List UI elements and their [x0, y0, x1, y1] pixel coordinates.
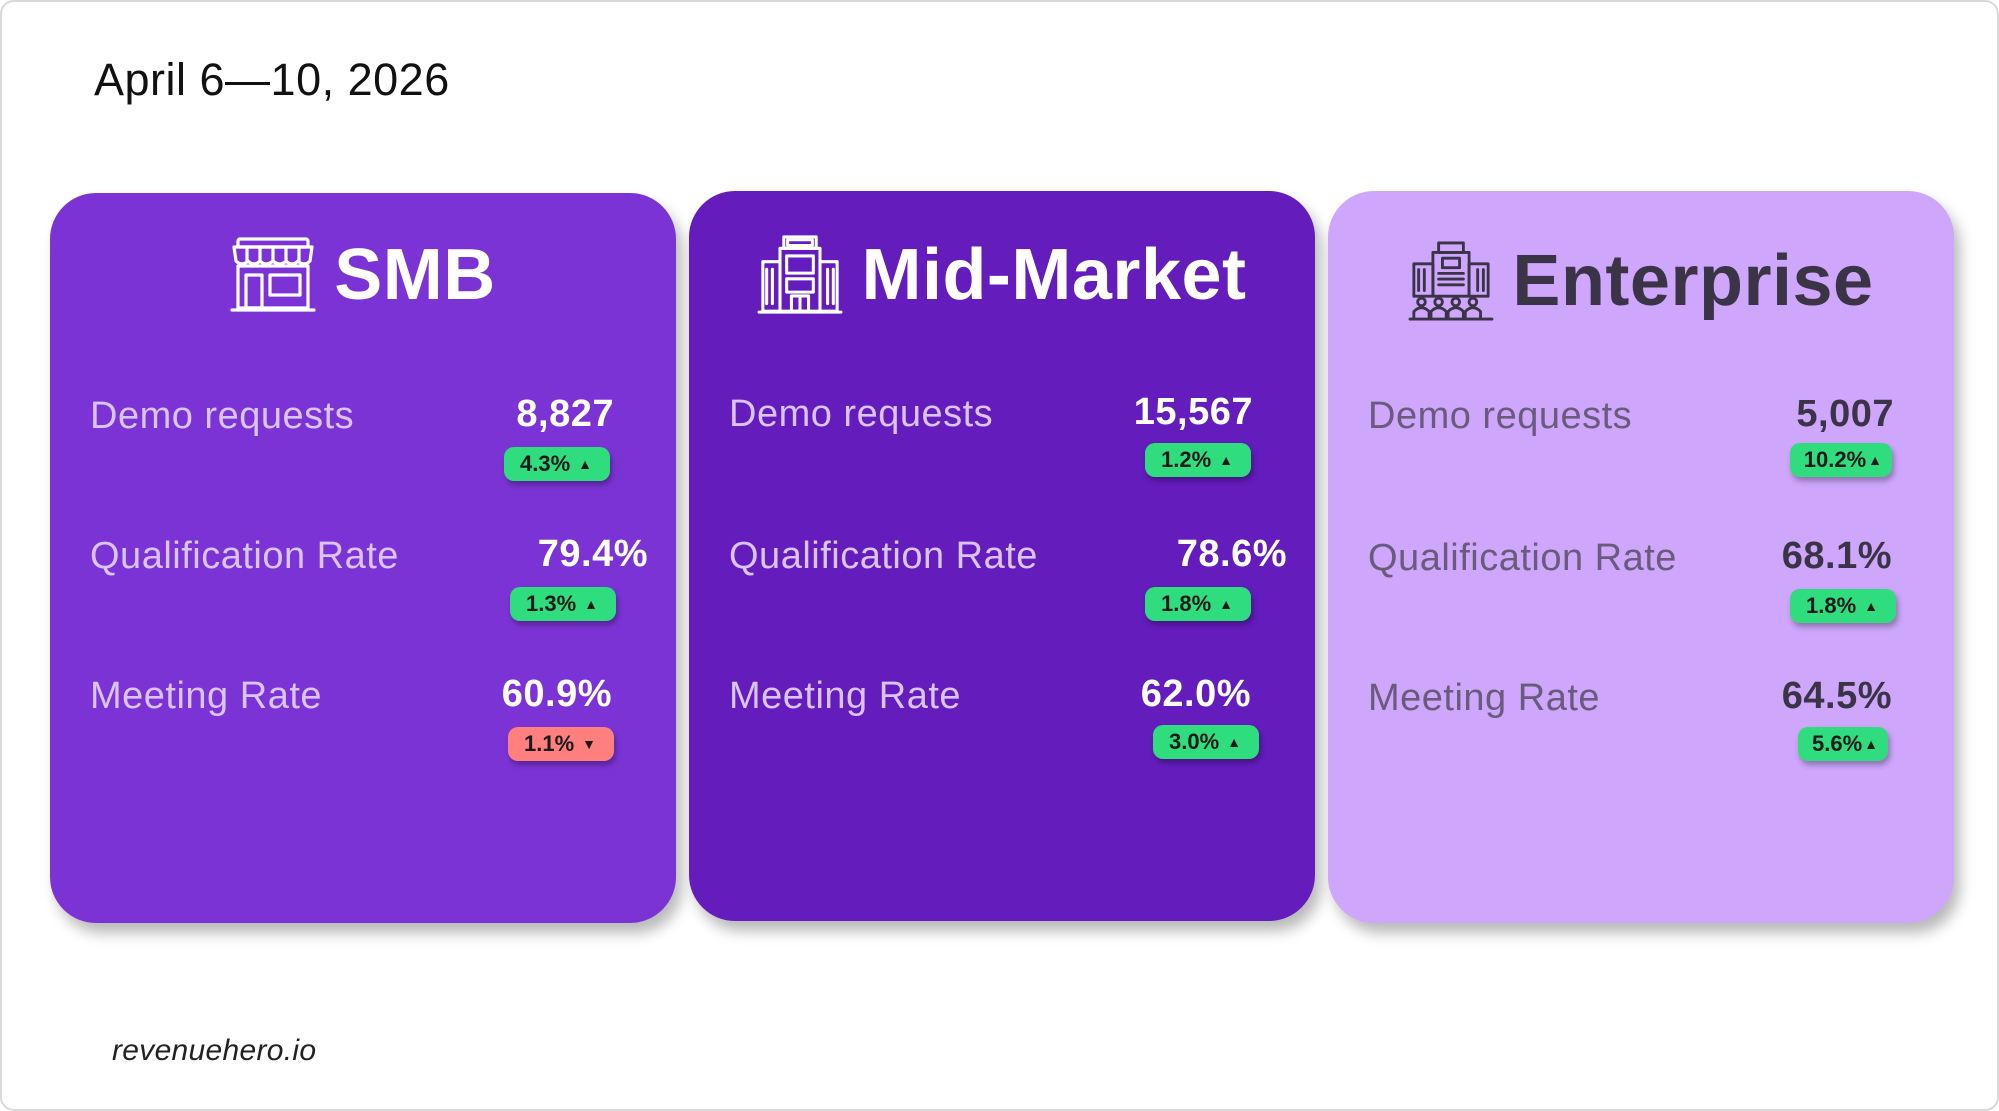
metric-value: 62.0% [1140, 673, 1251, 715]
change-value: 3.0% [1168, 729, 1220, 754]
metric-meeting-rate: Meeting Rate 60.9% 1.1% ▼ [90, 673, 648, 785]
change-badge: 1.1% ▼ [507, 727, 614, 761]
metric-value: 15,567 [1133, 391, 1253, 433]
metric-value: 8,827 [516, 393, 614, 435]
arrow-up-icon: ▲ [1227, 734, 1241, 750]
change-value: 4.3% [519, 451, 571, 476]
metric-label: Qualification Rate [90, 535, 399, 577]
arrow-up-icon: ▲ [578, 456, 592, 472]
metric-label: Demo requests [90, 395, 355, 437]
metric-demo-requests: Demo requests 8,827 4.3% ▲ [90, 393, 648, 505]
metric-label: Demo requests [729, 393, 994, 435]
date-range: April 6—10, 2026 [94, 54, 450, 105]
metric-meeting-rate: Meeting Rate 64.5% 5.6% ▲ [1368, 675, 1926, 787]
segment-card-smb: SMB Demo requests 8,827 4.3% ▲ Qualifica… [50, 193, 676, 923]
change-value: 1.8% [1805, 593, 1857, 618]
change-value: 1.1% [523, 731, 575, 756]
change-badge: 1.8% ▲ [1144, 587, 1251, 621]
metric-value: 79.4% [537, 533, 648, 575]
metric-demo-requests: Demo requests 5,007 10.2% ▲ [1368, 393, 1926, 505]
metric-label: Demo requests [1368, 395, 1633, 437]
metric-value: 5,007 [1796, 393, 1894, 435]
card-header: Mid-Market [689, 235, 1315, 315]
metric-value: 60.9% [501, 673, 612, 715]
change-value: 10.2% [1803, 447, 1867, 472]
card-header: Enterprise [1328, 241, 1954, 321]
change-badge: 5.6% ▲ [1797, 727, 1888, 761]
storefront-icon [230, 237, 316, 312]
change-badge: 10.2% ▲ [1789, 443, 1892, 477]
segment-card-enterprise: Enterprise Demo requests 5,007 10.2% ▲ Q… [1328, 191, 1954, 923]
metric-label: Qualification Rate [729, 535, 1038, 577]
footer-brand: revenuehero.io [112, 1034, 317, 1067]
change-value: 5.6% [1811, 731, 1863, 756]
arrow-up-icon: ▲ [1219, 452, 1233, 468]
change-badge: 4.3% ▲ [503, 447, 610, 481]
change-value: 1.3% [525, 591, 577, 616]
arrow-up-icon: ▲ [584, 596, 598, 612]
metric-demo-requests: Demo requests 15,567 1.2% ▲ [729, 391, 1287, 503]
change-badge: 1.2% ▲ [1144, 443, 1251, 477]
metric-qualification-rate: Qualification Rate 79.4% 1.3% ▲ [90, 533, 648, 645]
metric-qualification-rate: Qualification Rate 78.6% 1.8% ▲ [729, 533, 1287, 645]
metric-value: 64.5% [1781, 675, 1892, 717]
change-badge: 1.3% ▲ [509, 587, 616, 621]
arrow-up-icon: ▲ [1864, 736, 1878, 752]
card-title: SMB [334, 235, 496, 315]
metric-label: Meeting Rate [90, 675, 323, 717]
change-value: 1.2% [1160, 447, 1212, 472]
change-badge: 3.0% ▲ [1152, 725, 1259, 759]
corporate-building-people-icon [1409, 241, 1494, 321]
arrow-down-icon: ▼ [582, 736, 596, 752]
office-building-icon [757, 235, 843, 314]
metric-label: Meeting Rate [729, 675, 962, 717]
card-header: SMB [50, 235, 676, 315]
metric-meeting-rate: Meeting Rate 62.0% 3.0% ▲ [729, 673, 1287, 785]
metric-qualification-rate: Qualification Rate 68.1% 1.8% ▲ [1368, 535, 1926, 647]
arrow-up-icon: ▲ [1864, 598, 1878, 614]
metric-value: 68.1% [1781, 535, 1892, 577]
segment-card-mid-market: Mid-Market Demo requests 15,567 1.2% ▲ Q… [689, 191, 1315, 921]
card-title: Enterprise [1512, 241, 1874, 321]
metric-label: Qualification Rate [1368, 537, 1677, 579]
metric-label: Meeting Rate [1368, 677, 1601, 719]
change-value: 1.8% [1160, 591, 1212, 616]
card-title: Mid-Market [861, 235, 1247, 315]
change-badge: 1.8% ▲ [1789, 589, 1896, 623]
arrow-up-icon: ▲ [1868, 452, 1882, 468]
arrow-up-icon: ▲ [1219, 596, 1233, 612]
metric-value: 78.6% [1176, 533, 1287, 575]
